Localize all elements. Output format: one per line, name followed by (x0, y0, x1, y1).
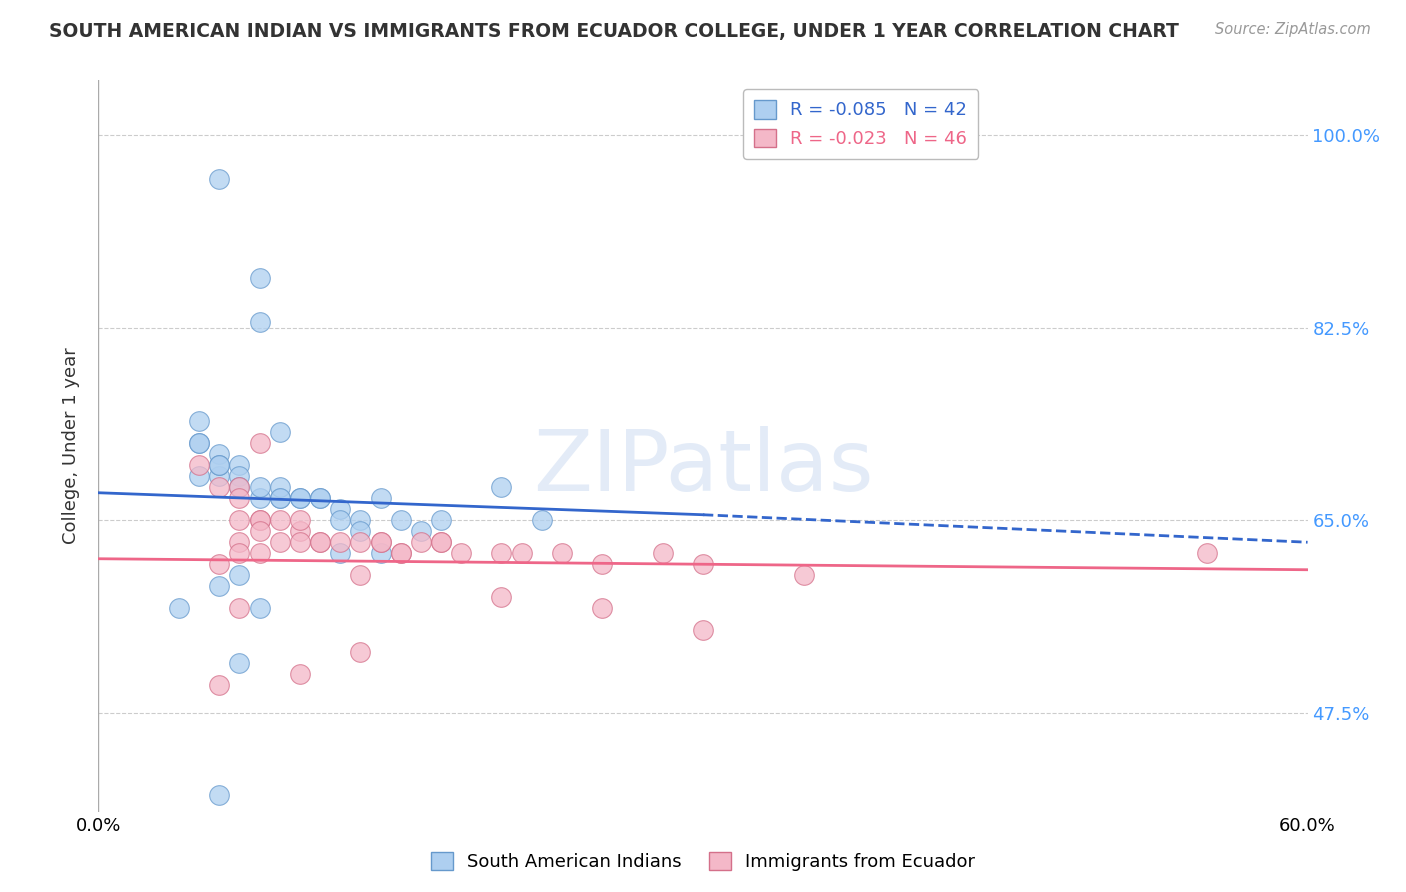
Legend: South American Indians, Immigrants from Ecuador: South American Indians, Immigrants from … (423, 845, 983, 879)
Point (288, 667, 311, 681)
Point (249, 436, 271, 450)
Point (370, 535, 392, 549)
Point (450, 546, 472, 560)
Point (228, 469, 250, 483)
Y-axis label: College, Under 1 year: College, Under 1 year (62, 348, 80, 544)
Legend: R = -0.085   N = 42, R = -0.023   N = 46: R = -0.085 N = 42, R = -0.023 N = 46 (744, 89, 979, 159)
Point (228, 491, 250, 506)
Point (430, 513, 453, 527)
Point (389, 546, 412, 560)
Point (269, 513, 291, 527)
Point (288, 535, 311, 549)
Point (370, 546, 392, 560)
Point (530, 513, 553, 527)
Point (370, 535, 392, 549)
Point (309, 491, 332, 506)
Point (208, 789, 231, 803)
Text: Source: ZipAtlas.com: Source: ZipAtlas.com (1215, 22, 1371, 37)
Point (349, 535, 371, 549)
Point (228, 480, 250, 494)
Point (692, 624, 714, 638)
Point (349, 524, 371, 539)
Point (249, 491, 271, 506)
Point (651, 546, 673, 560)
Point (793, 568, 815, 582)
Point (288, 491, 311, 506)
Point (228, 458, 250, 473)
Point (491, 480, 513, 494)
Point (329, 546, 352, 560)
Point (389, 546, 412, 560)
Point (208, 678, 231, 692)
Point (188, 436, 211, 450)
Point (430, 535, 453, 549)
Point (208, 458, 231, 473)
Point (551, 546, 574, 560)
Point (249, 271, 271, 285)
Point (591, 558, 613, 572)
Point (329, 513, 352, 527)
Point (349, 513, 371, 527)
Point (228, 657, 250, 671)
Point (228, 546, 250, 560)
Point (329, 502, 352, 516)
Point (167, 601, 190, 615)
Point (329, 535, 352, 549)
Point (249, 480, 271, 494)
Point (208, 579, 231, 593)
Point (370, 491, 392, 506)
Point (249, 546, 271, 560)
Point (228, 480, 250, 494)
Point (510, 546, 533, 560)
Point (288, 513, 311, 527)
Point (591, 601, 613, 615)
Point (269, 480, 291, 494)
Point (188, 458, 211, 473)
Point (188, 436, 211, 450)
Point (269, 535, 291, 549)
Point (288, 524, 311, 539)
Point (208, 172, 231, 186)
Point (208, 458, 231, 473)
Point (249, 513, 271, 527)
Point (389, 513, 412, 527)
Point (228, 535, 250, 549)
Point (309, 491, 332, 506)
Point (349, 568, 371, 582)
Text: SOUTH AMERICAN INDIAN VS IMMIGRANTS FROM ECUADOR COLLEGE, UNDER 1 YEAR CORRELATI: SOUTH AMERICAN INDIAN VS IMMIGRANTS FROM… (49, 22, 1180, 41)
Point (208, 480, 231, 494)
Point (430, 535, 453, 549)
Point (349, 645, 371, 659)
Point (269, 491, 291, 506)
Point (249, 315, 271, 329)
Point (491, 546, 513, 560)
Point (208, 447, 231, 461)
Point (228, 513, 250, 527)
Point (309, 535, 332, 549)
Point (188, 414, 211, 428)
Point (228, 568, 250, 582)
Point (692, 558, 714, 572)
Point (491, 591, 513, 605)
Point (269, 491, 291, 506)
Point (249, 513, 271, 527)
Point (188, 469, 211, 483)
Point (249, 601, 271, 615)
Point (208, 558, 231, 572)
Point (228, 601, 250, 615)
Point (309, 535, 332, 549)
Point (208, 469, 231, 483)
Text: ZIPatlas: ZIPatlas (533, 426, 873, 509)
Point (1195, 546, 1218, 560)
Point (249, 524, 271, 539)
Point (409, 535, 432, 549)
Point (409, 524, 432, 539)
Point (288, 491, 311, 506)
Point (269, 425, 291, 440)
